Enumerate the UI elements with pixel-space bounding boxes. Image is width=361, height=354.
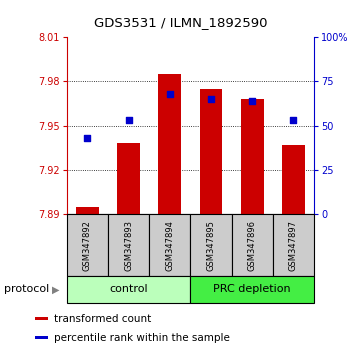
- Bar: [191, 276, 314, 303]
- Bar: [200, 89, 222, 214]
- Bar: [117, 143, 140, 214]
- Text: GSM347892: GSM347892: [83, 220, 92, 270]
- Bar: [149, 214, 191, 276]
- Text: GSM347897: GSM347897: [289, 219, 298, 271]
- Bar: [35, 317, 48, 320]
- Point: [291, 118, 296, 123]
- Text: GDS3531 / ILMN_1892590: GDS3531 / ILMN_1892590: [94, 16, 267, 29]
- Text: GSM347894: GSM347894: [165, 220, 174, 270]
- Bar: [241, 99, 264, 214]
- Bar: [67, 214, 108, 276]
- Point: [249, 98, 255, 104]
- Bar: [76, 207, 99, 214]
- Text: GSM347895: GSM347895: [206, 220, 216, 270]
- Bar: [158, 74, 181, 214]
- Text: transformed count: transformed count: [54, 314, 152, 324]
- Text: GSM347893: GSM347893: [124, 219, 133, 271]
- Bar: [232, 214, 273, 276]
- Text: PRC depletion: PRC depletion: [213, 284, 291, 295]
- Bar: [67, 276, 191, 303]
- Point: [208, 96, 214, 102]
- Bar: [273, 214, 314, 276]
- Point: [167, 91, 173, 97]
- Point: [84, 135, 90, 141]
- Bar: [282, 145, 305, 214]
- Text: ▶: ▶: [52, 284, 60, 295]
- Text: protocol: protocol: [4, 284, 49, 295]
- Text: GSM347896: GSM347896: [248, 219, 257, 271]
- Bar: [191, 214, 232, 276]
- Text: percentile rank within the sample: percentile rank within the sample: [54, 333, 230, 343]
- Point: [126, 118, 131, 123]
- Text: control: control: [109, 284, 148, 295]
- Bar: [35, 336, 48, 339]
- Bar: [108, 214, 149, 276]
